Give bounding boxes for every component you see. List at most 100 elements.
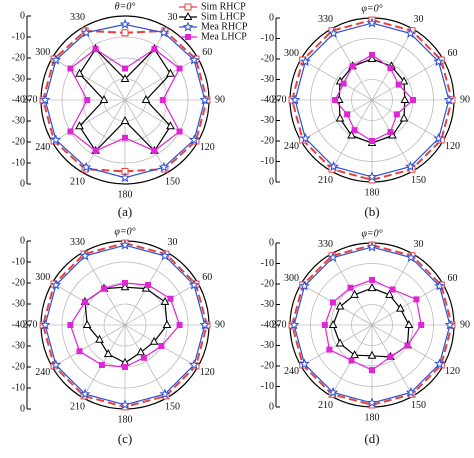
angle-label: 150 xyxy=(165,177,180,188)
marker xyxy=(199,94,211,105)
marker xyxy=(119,239,131,250)
marker xyxy=(387,353,394,360)
chart-title: φ=0° xyxy=(361,228,382,239)
marker xyxy=(145,281,152,288)
marker xyxy=(350,289,359,298)
angle-label: 30 xyxy=(168,12,178,23)
r-tick-label: -20 xyxy=(12,361,25,372)
marker xyxy=(119,399,131,410)
r-tick-label: -10 xyxy=(12,382,25,393)
marker xyxy=(350,350,359,359)
r-tick-label: 0 xyxy=(20,235,25,246)
marker xyxy=(366,241,378,252)
r-tick-label: 0 xyxy=(20,178,25,189)
marker xyxy=(393,111,400,118)
angle-label: 90 xyxy=(460,319,470,330)
marker xyxy=(119,18,131,29)
marker xyxy=(328,319,338,328)
r-tick-label: -10 xyxy=(12,157,25,168)
grid-spoke xyxy=(371,324,414,397)
marker xyxy=(39,94,51,105)
legend-label: Mea RHCP xyxy=(201,21,248,32)
marker xyxy=(81,298,88,305)
marker xyxy=(151,147,158,154)
legend-label: Sim RHCP xyxy=(201,1,246,12)
angle-label: 30 xyxy=(414,239,424,250)
marker xyxy=(39,319,51,330)
marker xyxy=(340,80,347,87)
marker xyxy=(400,94,410,103)
marker xyxy=(50,279,62,290)
chart-title: θ=0° xyxy=(115,1,136,12)
marker xyxy=(121,29,129,37)
angle-label: 210 xyxy=(70,177,85,188)
marker xyxy=(367,283,377,292)
marker xyxy=(141,94,151,103)
marker xyxy=(159,250,171,261)
r-tick-label: -10 xyxy=(261,156,274,167)
marker xyxy=(159,388,171,399)
marker xyxy=(188,359,200,370)
marker xyxy=(332,97,339,103)
marker xyxy=(347,284,354,291)
marker xyxy=(79,388,91,399)
marker xyxy=(444,319,456,330)
angle-label: 210 xyxy=(318,175,333,186)
marker xyxy=(80,27,92,38)
angle-label: 150 xyxy=(411,175,426,186)
marker xyxy=(327,386,339,398)
marker xyxy=(300,56,311,67)
marker xyxy=(335,113,345,122)
r-tick-label: -40 xyxy=(261,319,274,330)
grid-spoke xyxy=(82,324,126,398)
grid-spoke xyxy=(124,99,198,143)
angle-label: 120 xyxy=(445,141,460,152)
marker xyxy=(185,34,191,40)
angle-label: 210 xyxy=(318,400,333,411)
marker xyxy=(396,303,405,312)
marker xyxy=(405,27,416,38)
marker xyxy=(140,354,147,361)
angle-label: 330 xyxy=(318,14,333,25)
angle-label: 330 xyxy=(70,237,85,248)
marker xyxy=(120,73,130,82)
angle-label: 90 xyxy=(215,319,225,330)
r-tick-label: -10 xyxy=(261,33,274,44)
angle-label: 240 xyxy=(284,141,299,152)
marker xyxy=(103,349,113,358)
angle-label: 210 xyxy=(70,402,85,413)
marker xyxy=(369,276,375,283)
r-tick-label: -10 xyxy=(12,256,25,267)
marker xyxy=(176,322,183,328)
r-tick-label: -40 xyxy=(261,94,274,105)
marker xyxy=(327,251,339,263)
grid-spoke xyxy=(371,283,444,326)
angle-label: 240 xyxy=(35,142,50,153)
marker xyxy=(288,319,300,330)
marker xyxy=(188,134,200,145)
angle-label: 60 xyxy=(448,48,458,59)
marker xyxy=(122,280,128,286)
marker xyxy=(158,343,165,349)
marker xyxy=(50,54,62,65)
grid-spoke xyxy=(82,27,126,101)
grid-spoke xyxy=(124,27,168,101)
marker xyxy=(289,94,301,105)
angle-label: 300 xyxy=(284,48,299,59)
legend-label: Mea LHCP xyxy=(201,31,247,42)
marker xyxy=(79,250,91,261)
grid-spoke xyxy=(371,58,444,101)
angle-label: 180 xyxy=(118,414,133,425)
angle-label: 90 xyxy=(215,94,225,105)
panel-label: (c) xyxy=(118,431,132,446)
marker xyxy=(326,346,333,353)
r-tick-label: -10 xyxy=(261,258,274,269)
r-tick-label: -20 xyxy=(12,136,25,147)
marker xyxy=(434,280,445,291)
marker xyxy=(404,342,411,349)
r-tick-label: -30 xyxy=(12,340,25,351)
marker xyxy=(166,68,175,77)
r-tick-label: 0 xyxy=(269,12,274,23)
r-tick-label: -30 xyxy=(12,298,25,309)
